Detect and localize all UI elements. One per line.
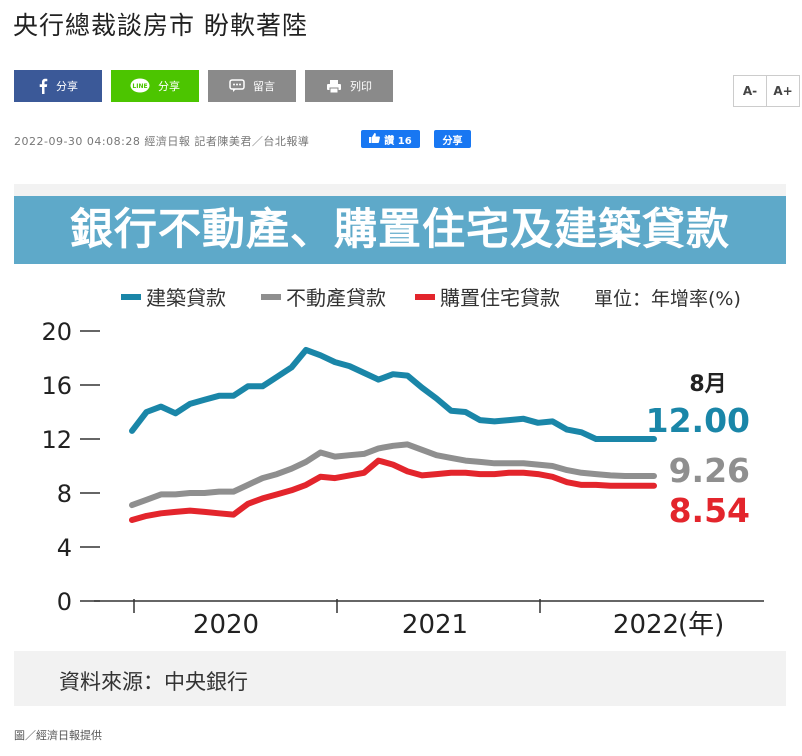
series-line-0 [129, 346, 657, 442]
series-line-1 [129, 441, 657, 509]
font-decrease-button[interactable]: A- [733, 75, 767, 107]
y-tick-label: 12 [41, 426, 72, 454]
chart-series [129, 346, 657, 523]
thumbs-up-icon [369, 132, 381, 146]
line-share-label: 分享 [158, 80, 180, 93]
line-chart: 銀行不動產、購置住宅及建築貸款 建築貸款 不動產貸款 購置住宅貸款 單位：年增率(%… [14, 184, 786, 706]
chart-legend: 建築貸款 不動產貸款 購置住宅貸款 [121, 286, 560, 310]
legend-label: 不動產貸款 [286, 286, 386, 310]
legend-label: 建築貸款 [146, 286, 226, 310]
y-tick-label: 20 [41, 318, 72, 346]
fb-share-button[interactable]: 分享 [434, 130, 471, 148]
end-value-label: 9.26 [669, 451, 750, 490]
svg-text:LINE: LINE [132, 83, 147, 90]
share-toolbar: 分享 LINE 分享 留言 列印 [14, 70, 393, 102]
x-tick-label: 2020 [193, 610, 259, 640]
legend-label: 購置住宅貸款 [440, 286, 560, 310]
like-button[interactable]: 讚 16 [361, 130, 420, 148]
chart-source: 資料來源：中央銀行 [59, 670, 248, 694]
x-tick-label: 2022 [613, 610, 679, 640]
facebook-icon [38, 78, 48, 94]
end-value-label: 12.00 [646, 401, 750, 440]
comment-label: 留言 [253, 80, 275, 93]
y-tick-label: 0 [57, 588, 72, 616]
facebook-share-button[interactable]: 分享 [14, 70, 102, 102]
y-tick-label: 4 [57, 534, 72, 562]
article-meta: 2022-09-30 04:08:28 經濟日報 記者陳美君／台北報導 [14, 135, 310, 148]
chart-title: 銀行不動產、購置住宅及建築貸款 [70, 205, 730, 255]
comment-icon [229, 79, 245, 93]
end-month-label: 8月 [689, 372, 726, 397]
unit-label: 單位：年增率(%) [594, 288, 741, 310]
print-label: 列印 [350, 80, 372, 93]
chart-figure: 銀行不動產、購置住宅及建築貸款 建築貸款 不動產貸款 購置住宅貸款 單位：年增率(%… [14, 184, 786, 706]
x-tick-label: 2021 [402, 610, 468, 640]
x-axis-unit: (年) [678, 610, 724, 640]
article-title: 央行總裁談房市 盼軟著陸 [13, 11, 308, 40]
plot-panel [14, 264, 786, 651]
y-tick-label: 8 [57, 480, 72, 508]
image-credit: 圖／經濟日報提供 [14, 729, 102, 742]
chart-axes: 20 16 12 8 4 0 2020 2021 2022(年) [41, 318, 764, 640]
print-icon [326, 79, 342, 94]
print-button[interactable]: 列印 [305, 70, 393, 102]
end-labels: 8月 12.00 9.268.54 [646, 372, 750, 530]
y-tick-label: 16 [41, 372, 72, 400]
line-share-button[interactable]: LINE 分享 [111, 70, 199, 102]
chart-title-band [14, 196, 786, 264]
font-size-controls: A- A+ [733, 75, 800, 107]
font-increase-button[interactable]: A+ [767, 75, 800, 107]
like-count-label: 讚 16 [384, 135, 412, 147]
line-icon: LINE [130, 78, 150, 94]
facebook-share-label: 分享 [56, 80, 78, 93]
comment-button[interactable]: 留言 [208, 70, 296, 102]
series-line-2 [129, 457, 657, 523]
end-value-label: 8.54 [669, 491, 750, 530]
